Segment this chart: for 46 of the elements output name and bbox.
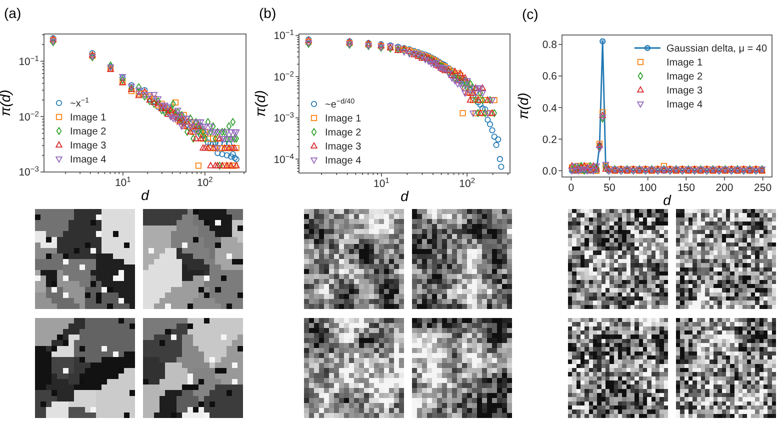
x-tick-label: 10$^{1}$ [114, 174, 131, 189]
legend-label: Image 4 [666, 100, 704, 110]
legend-label: Image 3 [666, 86, 704, 96]
x-tick-label: 200 [716, 182, 734, 194]
y-tick-label: 10$^{−3}$ [274, 110, 294, 125]
x-tick-label: 10$^{2}$ [196, 174, 213, 189]
legend-label: Image 4 [70, 154, 107, 166]
y-tick-label: 0.6 [542, 70, 558, 83]
y-tick-label: 10$^{−1}$ [18, 53, 39, 68]
legend-label: Image 1 [666, 58, 704, 68]
x-tick-label: 150 [677, 182, 696, 194]
y-axis-title: π(d) [252, 90, 268, 117]
x-tick-label: 0 [568, 182, 574, 194]
x-tick-label: 250 [754, 182, 772, 194]
y-axis-title: π(d) [0, 90, 13, 116]
y-axis-title: π(d) [515, 92, 531, 120]
y-tick-label: 0.8 [542, 39, 558, 52]
y-tick-label: 10$^{−4}$ [274, 151, 294, 166]
y-tick-label: 10$^{−3}$ [18, 164, 39, 179]
legend-label: Gaussian delta, μ = 40 [666, 44, 768, 54]
x-tick-label: 10$^{1}$ [373, 176, 390, 190]
legend-label: Image 1 [70, 112, 107, 124]
y-tick-label: 0.4 [542, 102, 558, 114]
legend-label: ~x$^{−1}$ [70, 95, 90, 110]
legend-label: Image 3 [325, 142, 362, 152]
x-axis-title: d [141, 187, 150, 203]
y-tick-label: 10$^{−1}$ [274, 28, 294, 42]
legend-label: Image 2 [666, 72, 704, 82]
y-tick-label: 10$^{−2}$ [18, 108, 39, 124]
legend-label: Image 3 [70, 140, 107, 152]
y-tick-label: 0.2 [542, 134, 558, 146]
chart-title: (a) [4, 5, 22, 21]
legend-label: Image 2 [70, 126, 107, 138]
y-tick-label: 10$^{−2}$ [274, 68, 294, 84]
chart-title: (b) [259, 5, 276, 21]
x-axis-title: d [400, 188, 410, 204]
legend-label: Image 2 [325, 128, 362, 138]
chart-title: (c) [522, 6, 538, 22]
x-tick-label: 50 [604, 182, 616, 194]
x-tick-label: 100 [639, 182, 657, 194]
x-tick-label: 10$^{2}$ [459, 176, 476, 190]
legend-label: Image 4 [325, 156, 362, 166]
legend-label: Image 1 [325, 114, 362, 124]
x-axis-title: d [663, 192, 672, 208]
y-tick-label: 0.0 [542, 165, 558, 178]
legend-label: ~e$^{−d/40}$ [325, 96, 355, 110]
